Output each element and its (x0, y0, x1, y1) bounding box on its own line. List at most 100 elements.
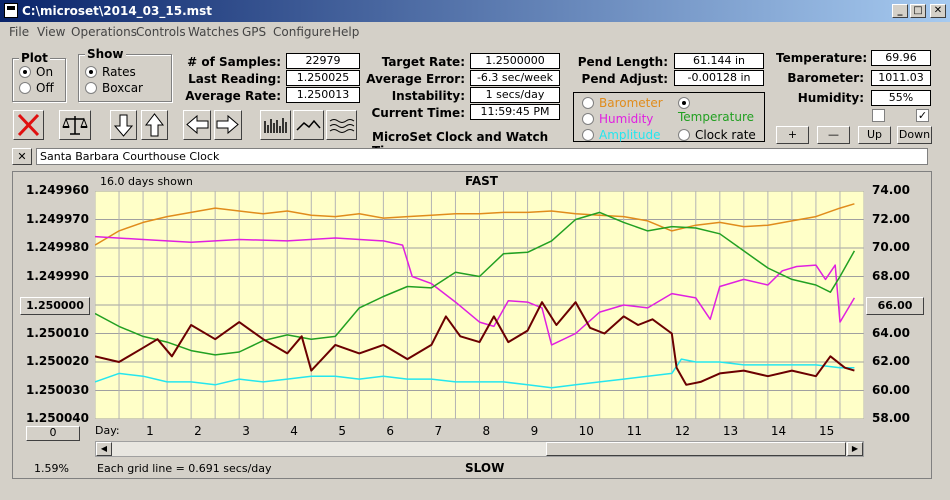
wave-view-button[interactable] (326, 110, 357, 140)
barometer-radio[interactable]: Barometer (582, 96, 663, 110)
arrow-right-icon (216, 114, 239, 135)
line-view-button[interactable] (293, 110, 324, 140)
humidity-radio[interactable]: Humidity (582, 112, 653, 126)
show-boxcar-radio[interactable]: Boxcar (85, 81, 143, 95)
temperature-label: Temperature (678, 110, 755, 124)
day-tick-label: 2 (194, 424, 202, 438)
plot-group-title: Plot (19, 51, 50, 65)
series-line (95, 301, 855, 386)
right-tick-label: 58.00 (872, 411, 910, 425)
percent-label: 1.59% (34, 462, 69, 475)
menu-view[interactable]: View (37, 25, 66, 39)
wave-graph-icon (329, 119, 355, 133)
menu-watches[interactable]: Watches (188, 25, 239, 39)
rate-chart[interactable] (95, 191, 864, 419)
series-line (95, 203, 855, 246)
menu-operations[interactable]: Operations (71, 25, 137, 39)
up-arrow-button[interactable] (141, 110, 168, 140)
center-temp-button[interactable]: 66.00 (866, 297, 924, 315)
day-tick-label: 3 (242, 424, 250, 438)
day-tick-label: 6 (386, 424, 395, 438)
radio-dot (582, 97, 594, 109)
series-line (95, 235, 856, 346)
temp-field: 69.96 (871, 50, 931, 66)
menu-file[interactable]: File (9, 25, 30, 39)
menu-help[interactable]: Help (332, 25, 360, 39)
last-reading-field: 1.250025 (286, 70, 360, 86)
horizontal-scrollbar[interactable]: ◀ ▶ (95, 441, 864, 457)
target-rate-field: 1.2500000 (470, 53, 560, 69)
bar-graph-icon (264, 118, 287, 133)
down-arrow-button[interactable] (110, 110, 137, 140)
pend-length-label: Pend Length: (577, 55, 668, 69)
up-button[interactable]: Up (858, 126, 891, 144)
radio-dot (582, 129, 594, 141)
day-tick-label: 8 (482, 424, 491, 438)
clear-clock-button[interactable]: ✕ (12, 148, 32, 165)
env-checkbox-2[interactable]: ✓ (916, 109, 929, 122)
temp-label: Temperature: (776, 51, 868, 65)
radio-dot (85, 66, 97, 78)
left-tick-label: 1.249980 (26, 240, 90, 254)
clock-name-field[interactable]: Santa Barbara Courthouse Clock (36, 148, 928, 165)
avg-error-field: -6.3 sec/week (470, 70, 560, 86)
baro-label: Barometer: (787, 71, 864, 85)
minus-button[interactable]: — (817, 126, 850, 144)
down-button[interactable]: Down (897, 126, 932, 144)
radio-dot (19, 66, 31, 78)
env-checkbox-1[interactable] (872, 109, 885, 122)
show-rates-label: Rates (102, 65, 136, 79)
close-button[interactable]: ✕ (930, 4, 946, 18)
grid-lines (95, 191, 864, 419)
right-tick-label: 64.00 (872, 325, 910, 340)
day-tick-label: 9 (530, 424, 539, 438)
plus-button[interactable]: + (776, 126, 809, 144)
hum-field: 55% (871, 90, 931, 106)
menu-configure[interactable]: Configure (273, 25, 332, 39)
menu-controls[interactable]: Controls (136, 25, 186, 39)
center-rate-button[interactable]: 1.250000 (20, 297, 90, 315)
show-group: Show Rates Boxcar (78, 47, 172, 102)
right-arrow-button[interactable] (214, 110, 242, 140)
series-line (95, 358, 855, 389)
day-tick-label: 15 (818, 424, 835, 438)
avg-rate-label: Average Rate: (185, 89, 281, 103)
show-rates-radio[interactable]: Rates (85, 65, 136, 79)
amplitude-label: Amplitude (599, 128, 661, 142)
left-arrow-button[interactable] (183, 110, 211, 140)
day-tick-label: 4 (290, 424, 298, 438)
grid-note-label: Each grid line = 0.691 secs/day (97, 462, 272, 475)
red-x-icon (17, 113, 40, 137)
day-tick-label: 12 (674, 424, 691, 438)
amplitude-radio[interactable]: Amplitude (582, 128, 661, 142)
minimize-button[interactable]: _ (892, 4, 908, 18)
right-tick-label: 70.00 (872, 240, 910, 254)
day-tick-label: 7 (434, 424, 443, 438)
delete-button[interactable] (13, 110, 44, 140)
plot-off-radio[interactable]: Off (19, 81, 54, 95)
left-tick-label: 1.249990 (26, 268, 90, 283)
radio-dot (582, 113, 594, 125)
avg-rate-field: 1.250013 (286, 87, 360, 103)
balance-button[interactable] (59, 110, 91, 140)
instability-label: Instability: (391, 89, 465, 103)
scroll-right-icon[interactable]: ▶ (847, 442, 863, 456)
balance-scale-icon (62, 116, 88, 135)
scroll-left-icon[interactable]: ◀ (96, 442, 112, 456)
clockrate-radio[interactable]: Clock rate (678, 128, 756, 142)
maximize-button[interactable]: □ (910, 4, 926, 18)
zero-button[interactable]: 0 (26, 426, 80, 441)
plot-on-radio[interactable]: On (19, 65, 53, 79)
samples-label: # of Samples: (187, 55, 281, 69)
avg-error-label: Average Error: (366, 72, 465, 86)
instability-field: 1 secs/day (470, 87, 560, 103)
temperature-radio[interactable]: Temperature (678, 96, 764, 124)
barometer-label: Barometer (599, 96, 663, 110)
menu-gps[interactable]: GPS (242, 25, 267, 39)
scroll-thumb[interactable] (546, 442, 846, 456)
app-icon[interactable] (4, 3, 18, 18)
target-rate-label: Target Rate: (381, 55, 465, 69)
bars-view-button[interactable] (260, 110, 291, 140)
line-graph-icon (296, 119, 321, 131)
pend-adjust-label: Pend Adjust: (581, 72, 668, 86)
